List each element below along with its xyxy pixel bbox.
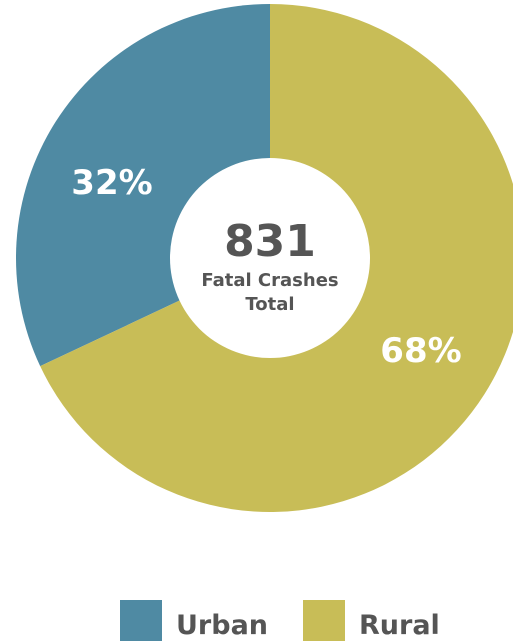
center-caption-line2: Total	[245, 294, 294, 315]
donut-hole	[170, 158, 370, 358]
legend-label-urban: Urban	[176, 610, 268, 641]
legend-label-rural: Rural	[359, 610, 440, 641]
center-caption-line1: Fatal Crashes	[201, 270, 338, 291]
rural-percent-label: 68%	[380, 331, 461, 371]
center-total-value: 831	[224, 216, 316, 267]
legend: Urban Rural	[120, 600, 440, 641]
urban-percent-label: 32%	[71, 163, 152, 203]
legend-swatch-urban	[120, 600, 162, 641]
legend-swatch-rural	[303, 600, 345, 641]
